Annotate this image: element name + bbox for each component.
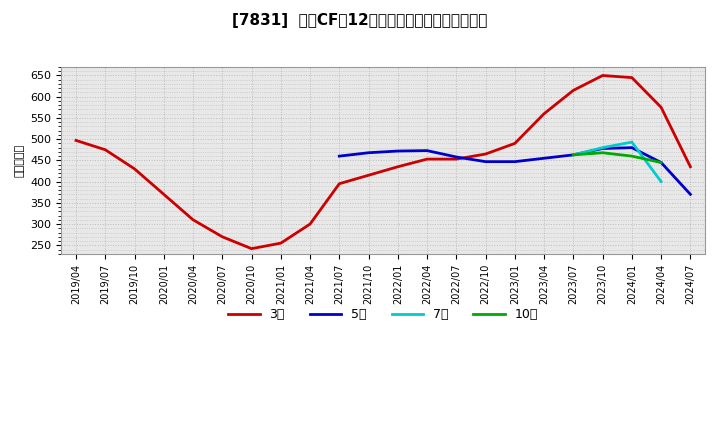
Y-axis label: （百万円）: （百万円） [15,144,25,177]
Text: [7831]  営業CFの12か月移動合計の平均値の推移: [7831] 営業CFの12か月移動合計の平均値の推移 [233,13,487,28]
Legend: 3年, 5年, 7年, 10年: 3年, 5年, 7年, 10年 [223,303,543,326]
